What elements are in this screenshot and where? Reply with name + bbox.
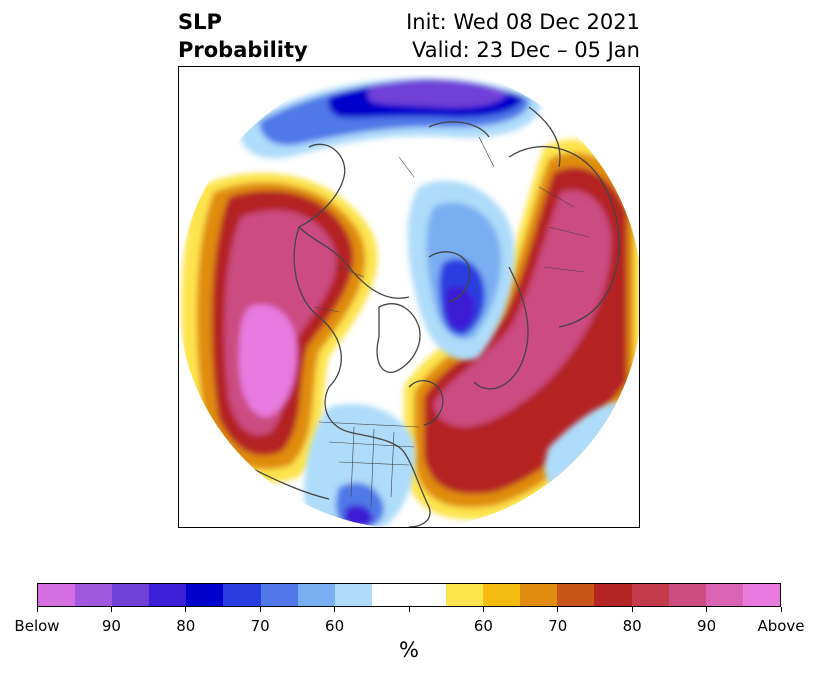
colorbar-tick xyxy=(557,607,559,612)
colorbar-tick xyxy=(706,607,708,612)
colorbar-tick-label: 70 xyxy=(250,617,270,635)
colorbar-cell xyxy=(260,584,298,606)
colorbar-tick xyxy=(110,607,112,612)
map-canvas xyxy=(179,67,639,527)
coastlines xyxy=(238,106,620,527)
us-below-region xyxy=(304,403,416,527)
title-left: SLP Probability xyxy=(178,8,308,64)
colorbar-cell xyxy=(742,584,780,606)
colorbar-tick xyxy=(334,607,336,612)
colorbar-tick xyxy=(408,607,410,612)
title-right: Init: Wed 08 Dec 2021 Valid: 23 Dec – 05… xyxy=(406,8,640,64)
colorbar xyxy=(37,583,781,607)
colorbar-cell xyxy=(631,584,669,606)
colorbar-tick xyxy=(185,607,187,612)
colorbar-tick-label: 90 xyxy=(101,617,121,635)
colorbar-cell xyxy=(223,584,261,606)
colorbar-tick xyxy=(259,607,261,612)
colorbar-cell xyxy=(408,584,447,606)
colorbar-cell xyxy=(297,584,335,606)
colorbar-tick-label: Above xyxy=(757,617,805,635)
colorbar-tick-label: Below xyxy=(14,617,60,635)
colorbar-tick-label: 80 xyxy=(622,617,642,635)
init-date: Init: Wed 08 Dec 2021 xyxy=(406,10,640,34)
colorbar-cell xyxy=(483,584,521,606)
colorbar-cell xyxy=(705,584,743,606)
valid-range: Valid: 23 Dec – 05 Jan xyxy=(411,38,640,62)
title-product: Probability xyxy=(178,38,308,62)
colorbar-tick-label: 60 xyxy=(473,617,493,635)
colorbar-unit-label: % xyxy=(399,638,419,662)
colorbar-cell xyxy=(75,584,113,606)
colorbar-tick xyxy=(631,607,633,612)
colorbar-ticks xyxy=(36,607,782,615)
colorbar-cell xyxy=(186,584,224,606)
colorbar-cell xyxy=(334,584,372,606)
colorbar-tick xyxy=(780,607,782,612)
colorbar-cell xyxy=(371,584,409,606)
borders xyxy=(313,136,590,508)
probability-field xyxy=(179,67,639,527)
colorbar-tick-label: 60 xyxy=(325,617,345,635)
colorbar-tick-label: 80 xyxy=(176,617,196,635)
colorbar-cell xyxy=(520,584,558,606)
colorbar-cell xyxy=(149,584,187,606)
colorbar-cell xyxy=(446,584,484,606)
colorbar-cell xyxy=(557,584,595,606)
colorbar-cell xyxy=(668,584,706,606)
colorbar-tick xyxy=(36,607,38,612)
title-variable: SLP xyxy=(178,10,222,34)
colorbar-cell xyxy=(594,584,632,606)
colorbar-cell xyxy=(38,584,76,606)
polar-map xyxy=(178,66,640,528)
colorbar-cell xyxy=(112,584,150,606)
colorbar-tick-label: 70 xyxy=(548,617,568,635)
colorbar-tick-label: 90 xyxy=(697,617,717,635)
colorbar-tick xyxy=(482,607,484,612)
